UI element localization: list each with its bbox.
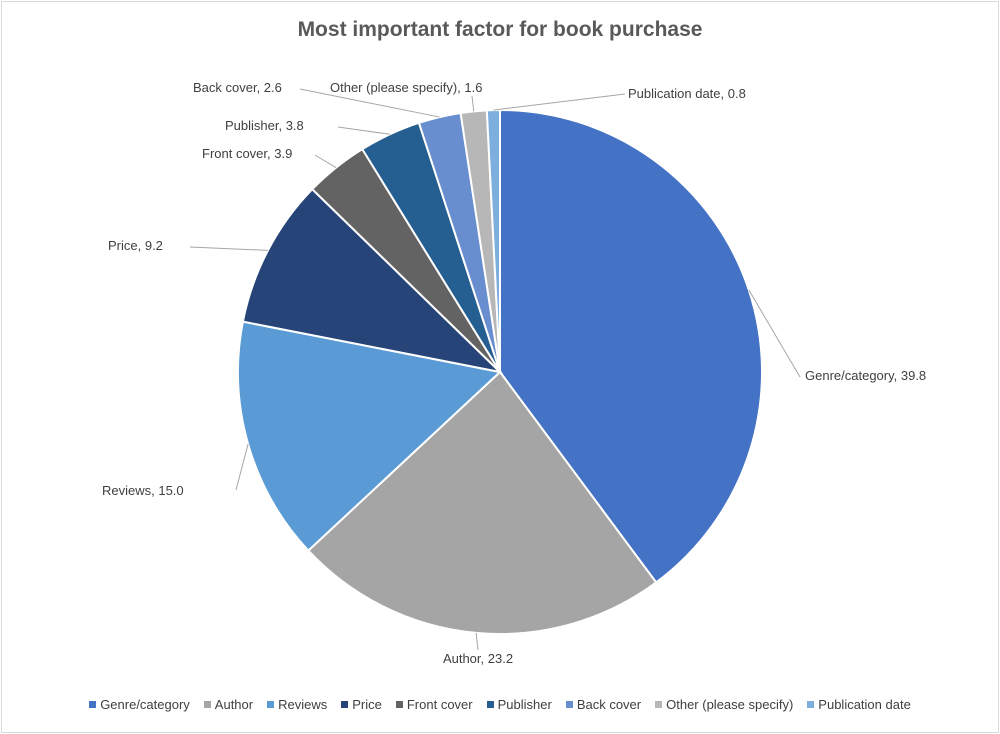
legend-label: Price [352, 697, 382, 712]
legend-swatch [395, 701, 403, 708]
legend-label: Publisher [497, 697, 552, 712]
legend-swatch [565, 701, 573, 708]
legend-item: Back cover [565, 697, 642, 712]
legend-item: Price [341, 697, 382, 712]
leader-line [299, 88, 440, 118]
legend-label: Author [214, 697, 254, 712]
chart-title: Most important factor for book purchase [297, 18, 703, 41]
chart-legend: Genre/category Author Reviews Price Front co… [0, 697, 1000, 712]
legend-item: Author [203, 697, 254, 712]
legend-item: Publication date [807, 697, 911, 712]
legend-item: Front cover [395, 697, 473, 712]
legend-swatch [807, 701, 815, 708]
pie-slice [237, 320, 503, 553]
leader-line [493, 93, 626, 111]
data-label: Author, 23.2 [443, 651, 513, 666]
legend-item: Genre/category [89, 697, 190, 712]
leader-line [314, 154, 337, 169]
legend-label: Other (please specify) [666, 697, 794, 712]
data-label: Other (please specify), 1.6 [330, 80, 482, 95]
legend-swatch [203, 701, 211, 708]
data-label: Front cover, 3.9 [202, 146, 292, 161]
legend-swatch [655, 701, 663, 708]
data-label: Reviews, 15.0 [102, 483, 184, 498]
data-label: Genre/category, 39.8 [805, 368, 926, 383]
leader-line [235, 443, 249, 491]
pie-slice [241, 187, 504, 374]
legend-swatch [267, 701, 275, 708]
data-label: Publisher, 3.8 [225, 118, 304, 133]
legend-label: Back cover [576, 697, 642, 712]
legend-item: Other (please specify) [655, 697, 793, 712]
leader-line [471, 95, 475, 112]
pie-slice [306, 370, 658, 635]
legend-label: Publication date [818, 697, 911, 712]
legend-label: Genre/category [100, 697, 190, 712]
data-label: Price, 9.2 [108, 238, 163, 253]
legend-item: Reviews [267, 697, 327, 712]
leader-line [337, 126, 390, 135]
leader-line [748, 289, 801, 378]
leader-line [475, 632, 479, 651]
legend-swatch [341, 701, 349, 708]
data-label: Publication date, 0.8 [628, 86, 746, 101]
data-label: Back cover, 2.6 [193, 80, 282, 95]
legend-swatch [89, 701, 97, 708]
legend-label: Front cover [406, 697, 473, 712]
legend-label: Reviews [278, 697, 328, 712]
leader-line [189, 246, 268, 251]
legend-swatch [486, 701, 494, 708]
legend-item: Publisher [486, 697, 552, 712]
pie-slice [499, 108, 763, 584]
